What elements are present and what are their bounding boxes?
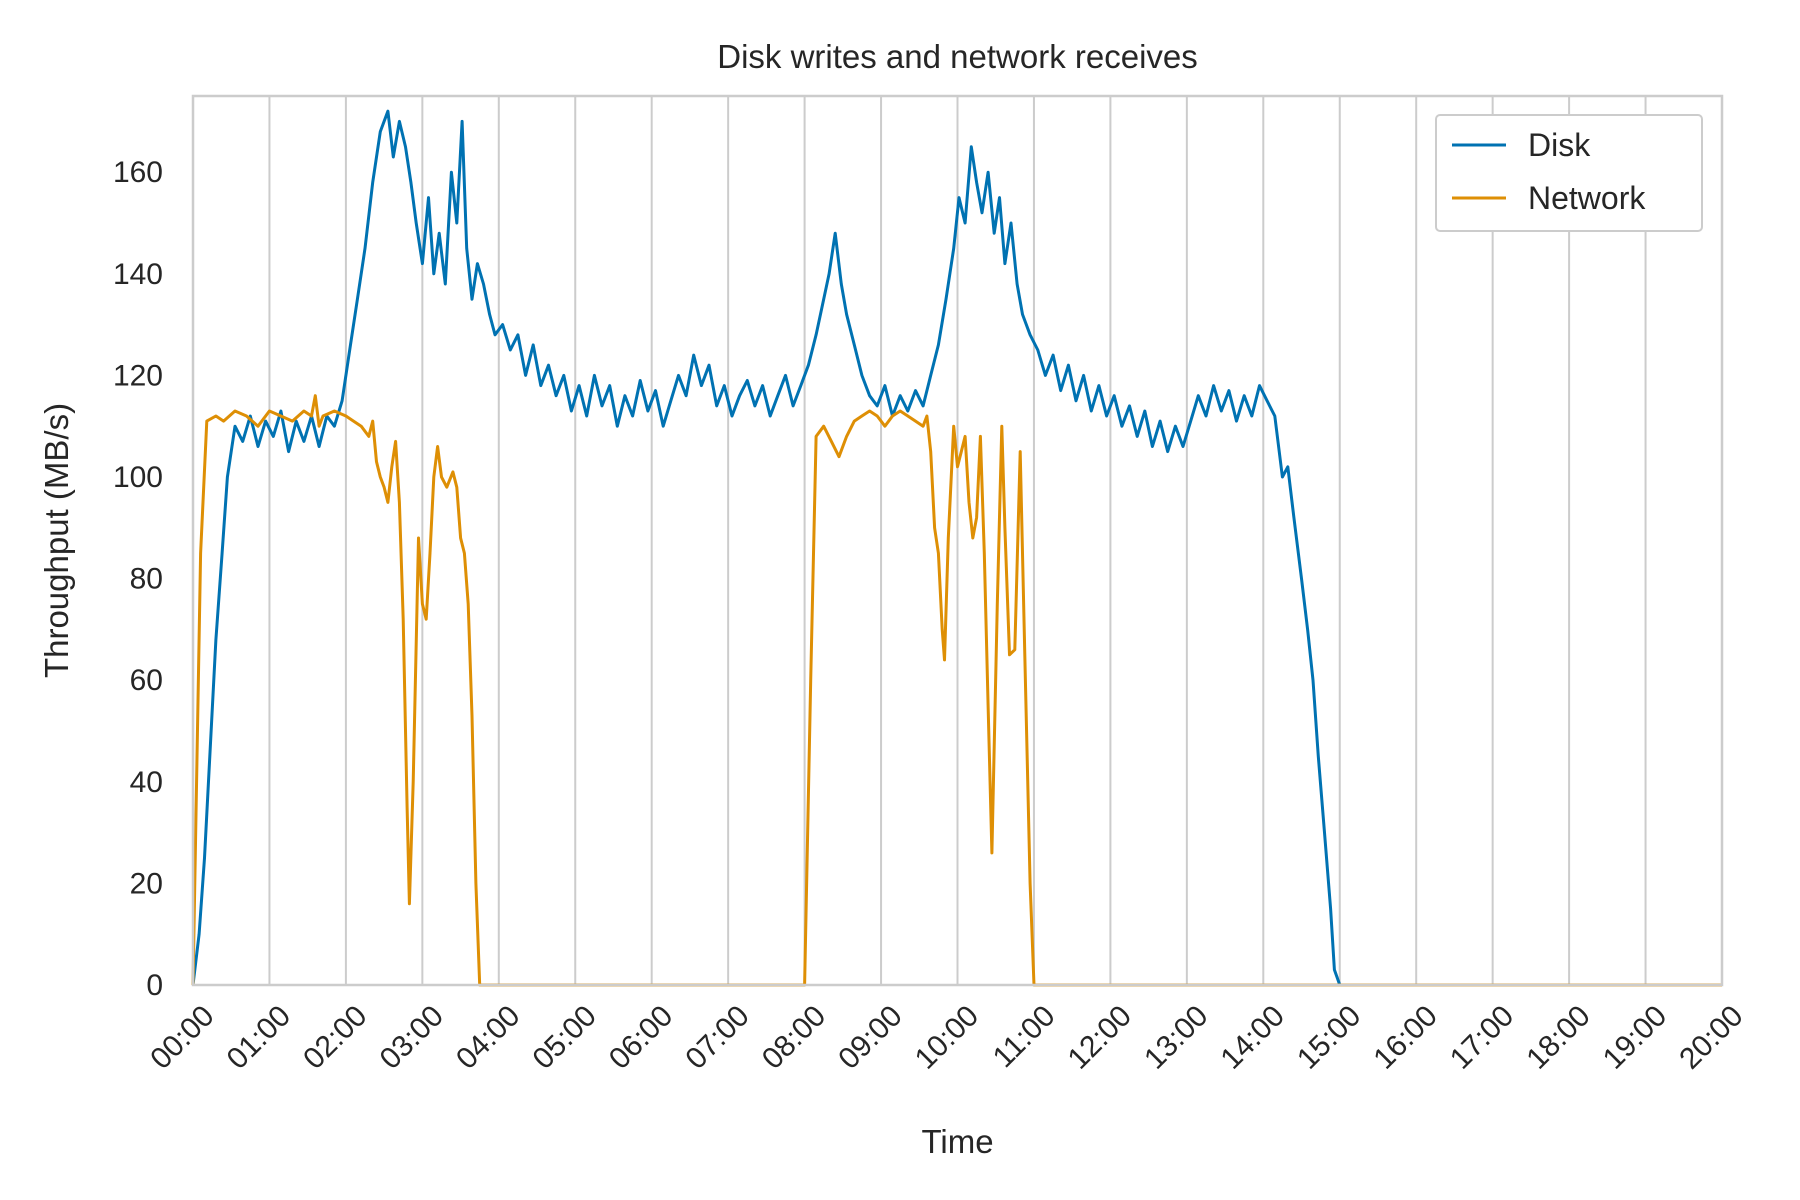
series-line-network [191,394,1722,987]
y-tick-label: 160 [113,156,163,189]
y-tick-label: 120 [113,359,163,392]
y-tick-label: 20 [130,867,163,900]
y-tick-label: 0 [146,969,163,1002]
legend-label-disk: Disk [1528,127,1591,163]
series-lines [191,109,1722,987]
y-axis-ticks: 0 20 40 60 80 100 120 140 160 [113,156,163,1002]
y-tick-label: 80 [130,563,163,596]
y-axis-label: Throughput (MB/s) [38,403,75,678]
series-line-disk [191,109,1722,987]
plot-frame [191,94,1724,987]
y-tick-label: 60 [130,664,163,697]
chart-title: Disk writes and network receives [717,38,1198,75]
y-tick-label: 100 [113,461,163,494]
legend-label-network: Network [1528,180,1646,216]
x-axis-label: Time [921,1123,993,1160]
vertical-gridlines [268,96,1647,985]
y-tick-label: 40 [130,766,163,799]
y-tick-label: 140 [113,258,163,291]
legend: Disk Network [1435,114,1703,232]
